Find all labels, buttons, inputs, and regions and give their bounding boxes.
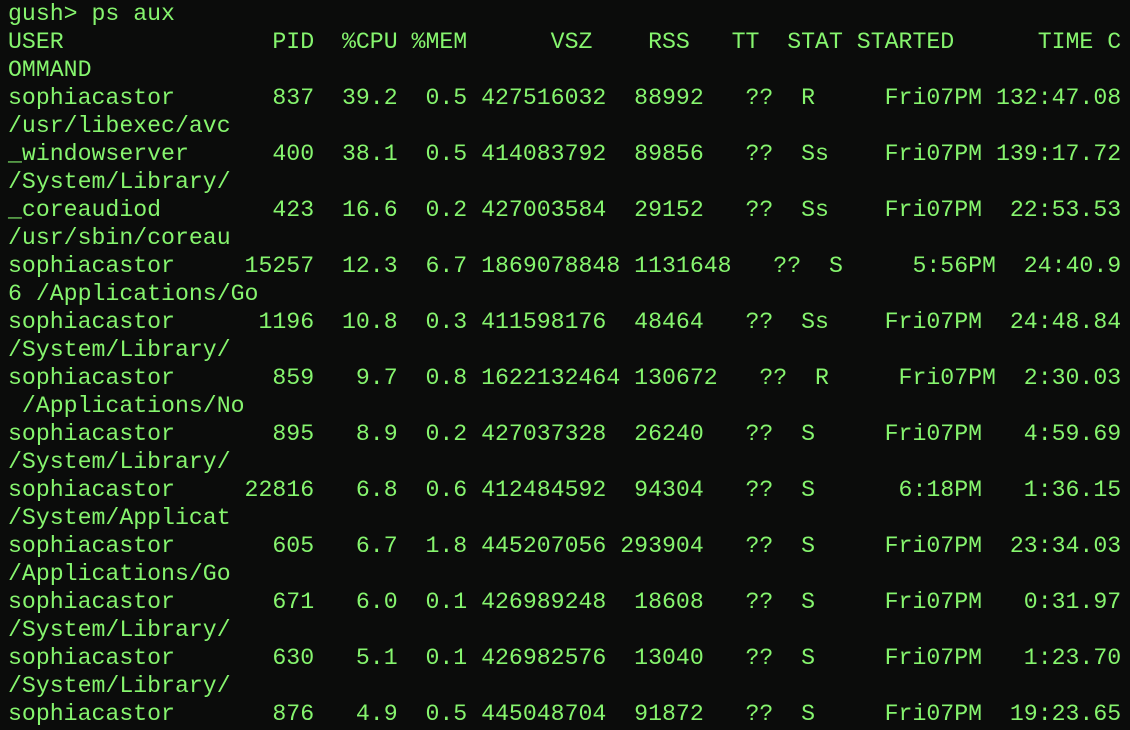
- terminal-line: sophiacastor 630 5.1 0.1 426982576 13040…: [8, 645, 1122, 671]
- terminal-line: /usr/sbin/coreau: [8, 225, 231, 251]
- terminal-line: sophiacastor 15257 12.3 6.7 1869078848 1…: [8, 253, 1122, 279]
- terminal-line: /usr/libexec/avc: [8, 113, 231, 139]
- terminal-line: sophiacastor 895 8.9 0.2 427037328 26240…: [8, 421, 1122, 447]
- terminal-line: sophiacastor 859 9.7 0.8 1622132464 1306…: [8, 365, 1122, 391]
- terminal-line: sophiacastor 876 4.9 0.5 445048704 91872…: [8, 701, 1122, 727]
- terminal-line: sophiacastor 605 6.7 1.8 445207056 29390…: [8, 533, 1122, 559]
- terminal-line: USER PID %CPU %MEM VSZ RSS TT STAT START…: [8, 29, 1122, 55]
- terminal-line: /System/Library/: [8, 449, 231, 475]
- terminal-line: /Applications/Go: [8, 561, 231, 587]
- terminal-line: sophiacastor 671 6.0 0.1 426989248 18608…: [8, 589, 1122, 615]
- terminal-line: /System/Library/: [8, 617, 231, 643]
- terminal-line: 6 /Applications/Go: [8, 281, 259, 307]
- terminal-line: /System/Library/: [8, 169, 231, 195]
- terminal-line: /System/Applicat: [8, 505, 231, 531]
- terminal-line: _windowserver 400 38.1 0.5 414083792 898…: [8, 141, 1122, 167]
- terminal-line: sophiacastor 1196 10.8 0.3 411598176 484…: [8, 309, 1122, 335]
- terminal-line: OMMAND: [8, 57, 92, 83]
- terminal-line: gush> ps aux: [8, 1, 175, 27]
- terminal-line: /System/Library/: [8, 673, 231, 699]
- terminal-line: _coreaudiod 423 16.6 0.2 427003584 29152…: [8, 197, 1122, 223]
- terminal-line: sophiacastor 837 39.2 0.5 427516032 8899…: [8, 85, 1122, 111]
- terminal-line: /Applications/No: [8, 393, 245, 419]
- terminal-line: sophiacastor 22816 6.8 0.6 412484592 943…: [8, 477, 1122, 503]
- terminal-line: /System/Library/: [8, 337, 231, 363]
